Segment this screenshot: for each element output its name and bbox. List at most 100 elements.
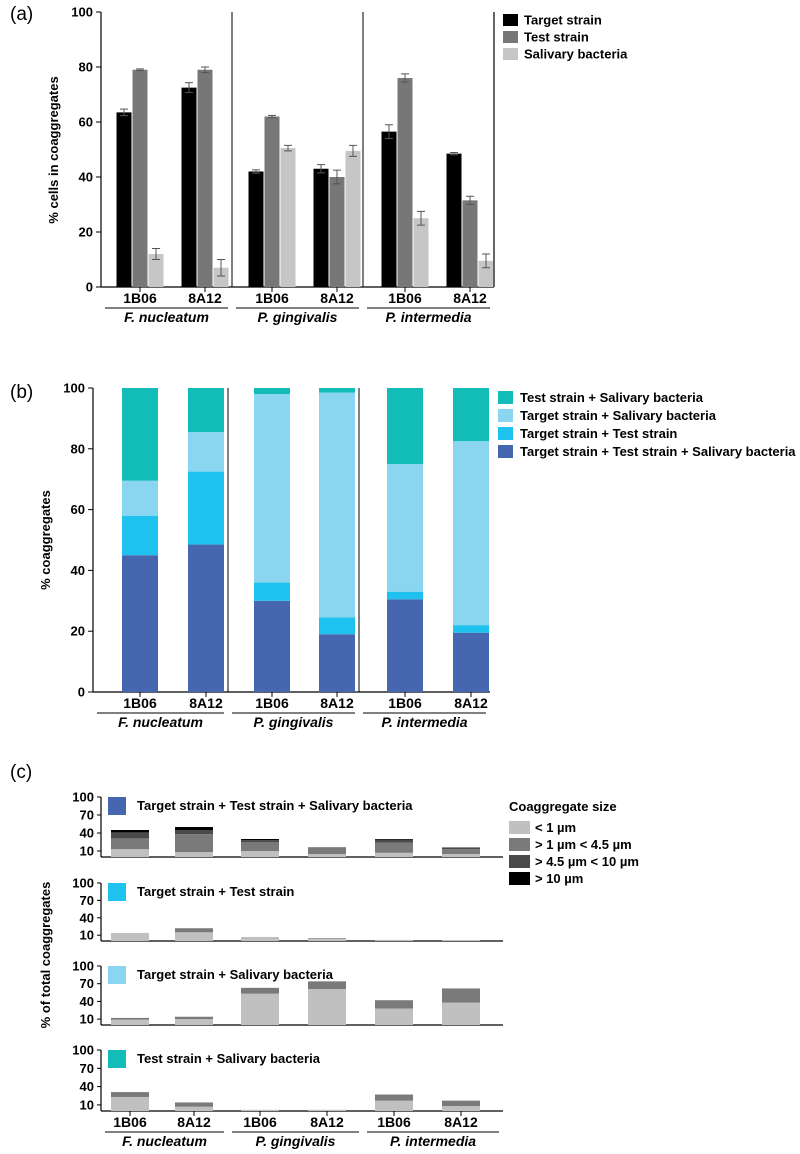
panel-a-y-axis-label: % cells in coaggregates (46, 76, 61, 223)
panel-a-y-tick-label: 60 (79, 115, 93, 130)
panel-b-category-label: 8A12 (320, 695, 354, 711)
panel-b-bar-segment (188, 471, 224, 545)
panel-a-bar (213, 267, 229, 287)
panel-a-legend-swatch (503, 48, 518, 60)
panel-b-bar-segment (122, 388, 158, 481)
panel-c-bar-segment (375, 1000, 413, 1009)
panel-c-legend-label: > 10 µm (535, 871, 583, 886)
panel-b-category-label: 8A12 (189, 695, 223, 711)
panel-a-bar (397, 78, 413, 287)
panel-b-legend-swatch (498, 427, 513, 440)
panel-c-y-tick-label: 70 (80, 1061, 94, 1076)
panel-a-bar (248, 171, 264, 287)
panel-c-group-label: P. gingivalis (256, 1133, 336, 1149)
panel-a-y-tick-label: 20 (79, 225, 93, 240)
panel-b-legend-label: Target strain + Salivary bacteria (520, 408, 717, 423)
panel-c-category-label: 8A12 (444, 1114, 478, 1130)
panel-c-bar-segment (308, 848, 346, 854)
panel-a-category-label: 8A12 (188, 290, 222, 306)
panel-b-chart: 0 20 40 60 80 100 % coaggregates 1B06 8A12 1B06 8A… (38, 381, 796, 731)
panel-a-bar (116, 112, 132, 287)
panel-c-y-tick-label: 100 (72, 959, 94, 974)
panel-a-bar (181, 87, 197, 287)
panel-c-legend-swatch (509, 821, 530, 834)
panel-c-bar-segment (175, 932, 213, 941)
panel-c-bar-segment (175, 852, 213, 857)
panel-b-bar-segment (387, 464, 423, 592)
panel-c-combination-swatch (108, 966, 126, 984)
panel-c-bar-segment (111, 838, 149, 850)
panel-a-legend-label: Test strain (524, 30, 589, 45)
panel-c-y-tick-label: 100 (72, 790, 94, 805)
panel-c-group-label: P. intermedia (390, 1133, 476, 1149)
panel-a-legend-swatch (503, 31, 518, 43)
panel-b-bar-segment (188, 388, 224, 433)
panel-a-bar (132, 69, 148, 287)
panel-c-bar-segment (442, 988, 480, 1003)
panel-c-category-label: 1B06 (377, 1114, 411, 1130)
panel-a-bar (148, 254, 164, 287)
panel-a-group-label: P. intermedia (385, 309, 471, 325)
panel-c-y-tick-label: 70 (80, 976, 94, 991)
panel-a-category-label: 8A12 (320, 290, 354, 306)
panel-c-bar-segment (175, 834, 213, 853)
panel-c-y-tick-label: 10 (80, 1012, 94, 1027)
panel-a-bar (197, 69, 213, 287)
panel-a-bar (413, 218, 429, 287)
panel-c-bar-segment (111, 1019, 149, 1025)
panel-c-bar-segment (308, 854, 346, 857)
panel-c-bar-segment (175, 827, 213, 830)
panel-c-legend-label: > 1 µm < 4.5 µm (535, 837, 632, 852)
panel-c-bar-segment (442, 849, 480, 854)
panel-c-category-label: 8A12 (177, 1114, 211, 1130)
panel-c-y-tick-label: 40 (80, 1079, 94, 1094)
panel-b-y-tick-label: 60 (71, 502, 85, 517)
panel-b-group-label: F. nucleatum (118, 714, 203, 730)
panel-c-combination-label: Target strain + Test strain + Salivary b… (137, 798, 413, 813)
panel-c-bar-segment (308, 847, 346, 848)
panel-c-bar-segment (111, 832, 149, 839)
panel-c-category-label: 1B06 (243, 1114, 277, 1130)
panel-b-legend-swatch (498, 391, 513, 404)
panel-c-bar-segment (375, 939, 413, 941)
panel-b-y-tick-label: 40 (71, 563, 85, 578)
panel-c-bar-segment (175, 1106, 213, 1111)
panel-a-label: (a) (10, 4, 33, 25)
panel-c-bar-segment (241, 987, 279, 994)
panel-c-bar-segment (175, 928, 213, 933)
panel-c-y-tick-label: 10 (80, 844, 94, 859)
panel-b-bar-segment (319, 634, 355, 692)
panel-c-bar-segment (442, 847, 480, 850)
panel-a-bar (446, 153, 462, 287)
panel-b-group-label: P. gingivalis (254, 714, 334, 730)
panel-a-bar (313, 168, 329, 287)
panel-c-combination-swatch (108, 883, 126, 901)
panel-b-label: (b) (10, 382, 33, 403)
panel-c-chart: % of total coaggregates 10 40 70 100 Target s… (38, 790, 639, 1150)
panel-c-bar-segment (442, 854, 480, 857)
panel-c-y-tick-label: 40 (80, 826, 94, 841)
panel-b-bar-segment (254, 394, 290, 583)
panel-a-y-tick-label: 40 (79, 170, 93, 185)
panel-c-bar-segment (111, 1096, 149, 1111)
panel-a-bar (329, 177, 345, 287)
panel-c-y-tick-label: 40 (80, 994, 94, 1009)
panel-b-category-label: 1B06 (255, 695, 289, 711)
panel-c-bar-segment (241, 851, 279, 857)
panel-c-bar-segment (241, 839, 279, 841)
panel-c-combination-label: Target strain + Salivary bacteria (137, 967, 334, 982)
panel-a-category-label: 1B06 (123, 290, 157, 306)
panel-b-bar-segment (453, 388, 489, 442)
panel-c-bar-segment (442, 1100, 480, 1107)
panel-a-bar (345, 150, 361, 287)
panel-c-bar-segment (308, 989, 346, 1025)
panel-b-y-tick-label: 0 (78, 685, 85, 700)
panel-c-bar-segment (241, 936, 279, 941)
panel-c-bar-segment (241, 840, 279, 842)
panel-b-y-tick-label: 20 (71, 624, 85, 639)
panel-b-category-label: 1B06 (123, 695, 157, 711)
panel-c-group-label: F. nucleatum (122, 1133, 207, 1149)
panel-b-legend-swatch (498, 409, 513, 422)
panel-b-bar-segment (319, 388, 355, 393)
panel-b-legend-label: Target strain + Test strain + Salivary b… (520, 444, 796, 459)
